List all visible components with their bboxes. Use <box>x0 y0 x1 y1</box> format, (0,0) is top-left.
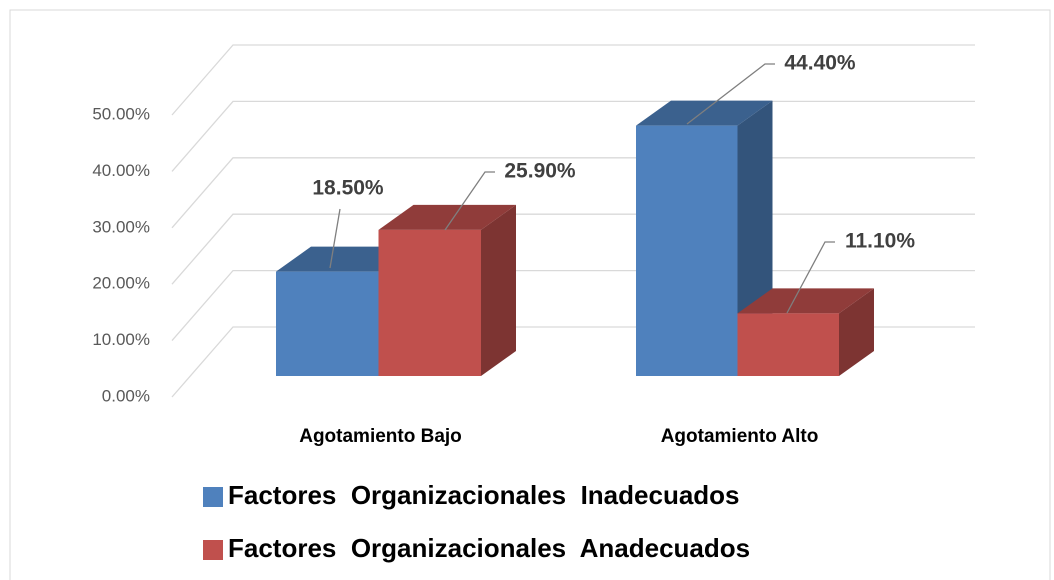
bar-side <box>481 204 516 376</box>
bar-side <box>839 288 874 376</box>
y-tick-label: 0.00% <box>102 386 150 405</box>
leader-line <box>329 208 341 269</box>
leader-line <box>686 63 775 125</box>
data-label: 18.50% <box>312 177 384 200</box>
data-label: 25.90% <box>504 160 576 183</box>
y-tick-label: 40.00% <box>92 161 150 180</box>
bar-front <box>636 125 738 376</box>
x-tick-label: Agotamiento Alto <box>661 426 819 447</box>
bar-front <box>737 313 839 376</box>
legend-label: Factores Organizacionales Anadecuados <box>228 533 750 563</box>
y-tick-label: 10.00% <box>92 330 150 349</box>
y-tick-label: 50.00% <box>92 104 150 123</box>
y-tick-label: 20.00% <box>92 274 150 293</box>
bar <box>378 204 516 376</box>
leader-line <box>444 171 495 231</box>
x-tick-label: Agotamiento Bajo <box>299 426 462 447</box>
bar-top <box>636 100 773 126</box>
bar-top <box>737 288 874 314</box>
legend-label: Factores Organizacionales Inadecuados <box>228 480 740 510</box>
legend-swatch <box>203 540 223 560</box>
leader-line <box>786 241 835 314</box>
chart-border <box>9 9 1051 580</box>
legend-swatch <box>203 487 223 507</box>
bar-front <box>378 229 481 376</box>
data-label: 11.10% <box>845 230 915 253</box>
bar-top <box>378 204 516 230</box>
bar-front <box>276 271 379 376</box>
y-tick-label: 30.00% <box>92 217 150 236</box>
bar <box>737 288 874 376</box>
data-label: 44.40% <box>784 52 856 75</box>
grid-line <box>171 44 975 116</box>
